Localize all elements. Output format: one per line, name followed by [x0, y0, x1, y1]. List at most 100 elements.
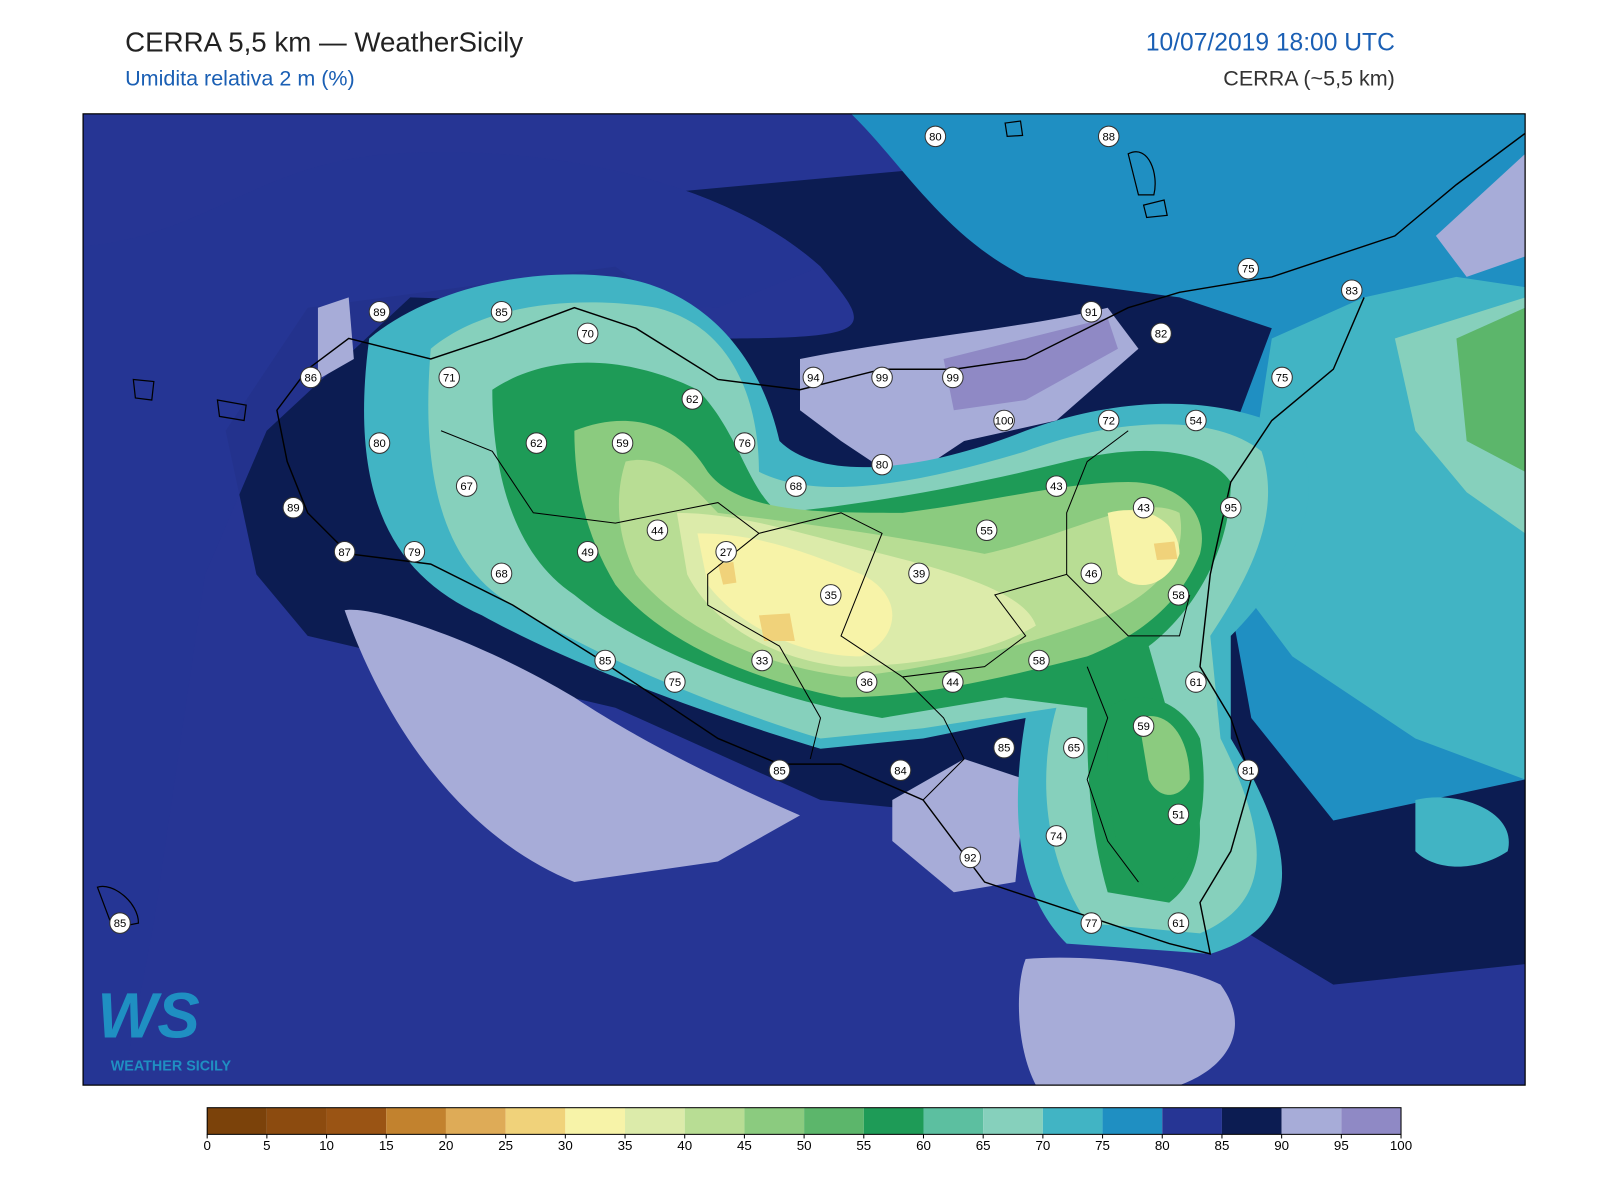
- model-label: CERRA (~5,5 km): [1223, 67, 1395, 91]
- station-marker: [576, 541, 599, 563]
- station-marker: [1080, 562, 1103, 585]
- colorbar-tick-label: 85: [1215, 1138, 1230, 1153]
- station-marker: [368, 301, 391, 323]
- station-value: 58: [1033, 656, 1046, 668]
- station-value: 82: [1155, 328, 1168, 340]
- station-marker: [646, 519, 669, 542]
- station-marker: [768, 759, 791, 782]
- colorbar-tick-label: 70: [1035, 1138, 1050, 1153]
- station-value: 59: [616, 438, 629, 450]
- colorbar-swatch: [1042, 1107, 1103, 1135]
- station-marker: [1045, 825, 1068, 847]
- station-marker: [1167, 584, 1190, 606]
- station-marker: [1132, 496, 1155, 519]
- station-marker: [993, 409, 1015, 432]
- station-value: 35: [825, 590, 838, 602]
- station-value: 89: [373, 307, 386, 319]
- station-marker: [1063, 736, 1085, 759]
- colorbar-swatch: [326, 1107, 387, 1135]
- station-value: 94: [807, 372, 820, 384]
- colorbar-tick-label: 45: [737, 1138, 752, 1153]
- title: CERRA 5,5 km — WeatherSicily: [125, 26, 523, 57]
- station-value: 65: [1068, 743, 1081, 755]
- station-value: 44: [651, 525, 664, 537]
- station-marker: [908, 562, 930, 585]
- station-marker: [299, 366, 322, 389]
- station-marker: [1185, 409, 1207, 432]
- colorbar-tick-label: 55: [856, 1138, 871, 1153]
- station-value: 85: [114, 918, 127, 930]
- station-marker: [785, 475, 807, 497]
- station-value: 76: [738, 438, 751, 450]
- station-value: 85: [998, 743, 1011, 755]
- station-value: 81: [1242, 765, 1255, 777]
- colorbar-swatch: [1102, 1107, 1163, 1135]
- station-marker: [1237, 759, 1259, 782]
- station-marker: [942, 366, 964, 389]
- datetime: 10/07/2019 18:00 UTC: [1146, 30, 1395, 57]
- station-value: 99: [947, 372, 960, 384]
- colorbar-swatch: [207, 1107, 267, 1135]
- station-value: 85: [773, 765, 786, 777]
- colorbar-swatch: [505, 1107, 566, 1135]
- station-value: 88: [1102, 131, 1115, 143]
- map: WS WEATHER SICILY 80 88 75 83 89 85 91 82 70 86 71…: [83, 113, 1526, 1086]
- station-value: 87: [338, 547, 351, 559]
- colorbar-swatch: [684, 1107, 745, 1135]
- station-value: 75: [1242, 264, 1255, 276]
- subtitle: Umidita relativa 2 m (%): [125, 67, 355, 91]
- colorbar-swatch: [625, 1107, 685, 1135]
- station-value: 72: [1102, 416, 1115, 428]
- station-marker: [924, 125, 947, 148]
- station-value: 58: [1172, 590, 1185, 602]
- station-value: 85: [495, 307, 508, 319]
- station-value: 80: [929, 131, 942, 143]
- station-marker: [455, 475, 478, 497]
- station-marker: [333, 541, 356, 563]
- station-marker: [611, 432, 634, 454]
- station-marker: [802, 366, 825, 389]
- station-value: 62: [686, 394, 699, 406]
- station-value: 77: [1085, 918, 1098, 930]
- station-value: 61: [1190, 677, 1203, 689]
- station-value: 54: [1190, 416, 1203, 428]
- colorbar: 0 5 10 15 20 25 30 35 40 45 50 55 60 65 70 75 80 85 90 95 10…: [203, 1107, 1412, 1153]
- station-value: 46: [1085, 568, 1098, 580]
- station-marker: [1132, 715, 1155, 737]
- station-marker: [1080, 912, 1103, 934]
- colorbar-swatch: [1162, 1107, 1222, 1135]
- station-value: 71: [443, 372, 456, 384]
- colorbar-tick-label: 50: [797, 1138, 812, 1153]
- station-value: 89: [287, 503, 300, 515]
- station-value: 75: [669, 677, 682, 689]
- colorbar-tick-label: 100: [1390, 1138, 1412, 1153]
- colorbar-swatch: [266, 1107, 327, 1135]
- station-marker: [525, 432, 548, 454]
- station-value: 95: [1225, 503, 1238, 515]
- station-marker: [820, 584, 842, 606]
- station-marker: [438, 366, 460, 389]
- station-value: 100: [995, 416, 1014, 428]
- station-value: 84: [894, 765, 907, 777]
- station-marker: [490, 562, 513, 585]
- station-marker: [681, 388, 704, 410]
- colorbar-swatch: [863, 1107, 924, 1135]
- station-marker: [1167, 912, 1190, 934]
- station-value: 55: [980, 525, 993, 537]
- station-value: 80: [876, 460, 889, 472]
- station-marker: [490, 301, 513, 323]
- station-value: 79: [408, 547, 421, 559]
- station-value: 75: [1276, 372, 1289, 384]
- station-value: 33: [756, 656, 769, 668]
- station-marker: [942, 671, 964, 693]
- colorbar-tick-label: 10: [319, 1138, 334, 1153]
- station-value: 51: [1172, 809, 1185, 821]
- colorbar-tick-label: 35: [618, 1138, 633, 1153]
- station-marker: [1341, 279, 1363, 302]
- logo-mark: WS: [97, 980, 199, 1051]
- station-value: 62: [530, 438, 543, 450]
- logo: WS WEATHER SICILY: [97, 980, 231, 1074]
- colorbar-swatch: [744, 1107, 805, 1135]
- station-value: 99: [876, 372, 889, 384]
- station-marker: [1045, 475, 1068, 497]
